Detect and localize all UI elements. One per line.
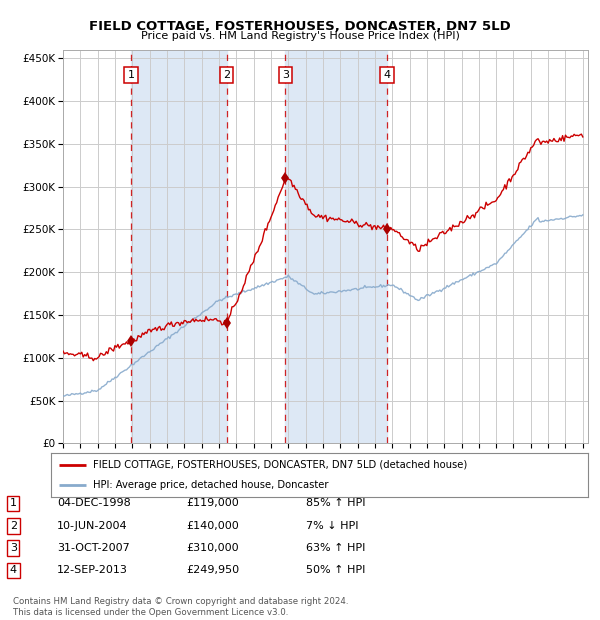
Bar (286, 50, 387, 443)
Text: 1: 1 (10, 498, 17, 508)
Text: 3: 3 (282, 70, 289, 80)
Text: 85% ↑ HPI: 85% ↑ HPI (306, 498, 365, 508)
Text: 63% ↑ HPI: 63% ↑ HPI (306, 543, 365, 553)
Text: HPI: Average price, detached house, Doncaster: HPI: Average price, detached house, Donc… (93, 480, 328, 490)
Text: 4: 4 (10, 565, 17, 575)
Text: 04-DEC-1998: 04-DEC-1998 (57, 498, 131, 508)
Text: 12-SEP-2013: 12-SEP-2013 (57, 565, 128, 575)
Bar (131, 50, 227, 443)
Text: 3: 3 (10, 543, 17, 553)
Text: £140,000: £140,000 (186, 521, 239, 531)
Text: 7% ↓ HPI: 7% ↓ HPI (306, 521, 359, 531)
Text: £310,000: £310,000 (186, 543, 239, 553)
Text: 10-JUN-2004: 10-JUN-2004 (57, 521, 128, 531)
Text: Contains HM Land Registry data © Crown copyright and database right 2024.
This d: Contains HM Land Registry data © Crown c… (13, 598, 349, 617)
Text: 2: 2 (223, 70, 230, 80)
Text: FIELD COTTAGE, FOSTERHOUSES, DONCASTER, DN7 5LD: FIELD COTTAGE, FOSTERHOUSES, DONCASTER, … (89, 20, 511, 33)
Text: 50% ↑ HPI: 50% ↑ HPI (306, 565, 365, 575)
Text: 4: 4 (383, 70, 391, 80)
Text: 2: 2 (10, 521, 17, 531)
Text: Price paid vs. HM Land Registry's House Price Index (HPI): Price paid vs. HM Land Registry's House … (140, 31, 460, 41)
Text: £119,000: £119,000 (186, 498, 239, 508)
Text: £249,950: £249,950 (186, 565, 239, 575)
Text: 31-OCT-2007: 31-OCT-2007 (57, 543, 130, 553)
Text: 1: 1 (128, 70, 134, 80)
Text: FIELD COTTAGE, FOSTERHOUSES, DONCASTER, DN7 5LD (detached house): FIELD COTTAGE, FOSTERHOUSES, DONCASTER, … (93, 459, 467, 470)
